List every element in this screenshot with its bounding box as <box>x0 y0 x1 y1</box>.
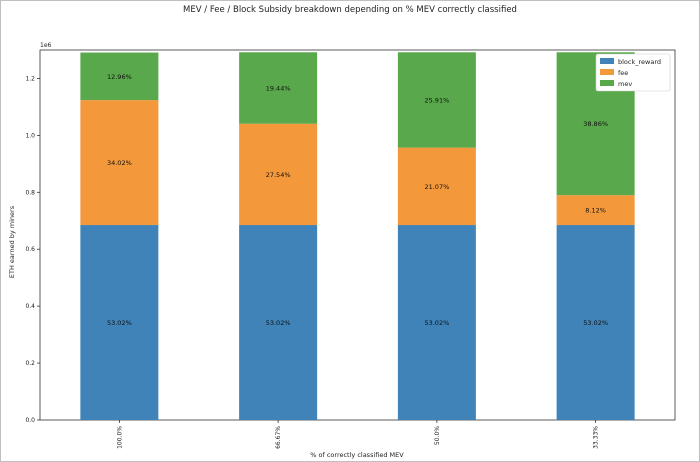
data-label-mev: 19.44% <box>266 84 291 92</box>
bar-segment-block_reward <box>556 225 635 420</box>
data-label-fee: 34.02% <box>107 159 132 167</box>
y-tick-label: 0.2 <box>25 360 35 367</box>
axes-box <box>39 49 676 421</box>
bar-segment-mev <box>80 52 159 101</box>
data-label-block_reward: 53.02% <box>266 319 291 327</box>
y-tick-label: 0.4 <box>25 303 35 310</box>
legend-swatch-fee <box>600 69 614 75</box>
y-scale-label: 1e6 <box>40 42 52 49</box>
data-label-mev: 12.96% <box>107 73 132 81</box>
legend-label-mev: mev <box>618 80 632 88</box>
data-label-mev: 25.91% <box>424 96 449 104</box>
y-tick-label: 0.8 <box>25 189 35 196</box>
data-label-block_reward: 53.02% <box>583 319 608 327</box>
chart-title: MEV / Fee / Block Subsidy breakdown depe… <box>183 5 517 15</box>
legend-label-fee: fee <box>618 69 628 77</box>
bar-segment-fee <box>397 147 476 226</box>
bar-segment-mev <box>239 52 318 124</box>
data-label-fee: 8.12% <box>585 207 606 215</box>
legend-label-block_reward: block_reward <box>618 58 661 66</box>
data-label-block_reward: 53.02% <box>107 319 132 327</box>
x-tick-label: 50.0% <box>434 426 441 445</box>
x-tick-label: 100.0% <box>116 426 123 449</box>
bar-segment-fee <box>239 123 318 226</box>
legend-swatch-mev <box>600 80 614 86</box>
data-label-block_reward: 53.02% <box>424 319 449 327</box>
bar-segment-block_reward <box>239 225 318 420</box>
bar-segment-block_reward <box>80 225 159 420</box>
data-label-mev: 38.86% <box>583 120 608 128</box>
x-tick-label: 66.67% <box>275 426 282 449</box>
legend-box <box>595 53 671 92</box>
bar-segment-fee <box>80 100 159 226</box>
bar-segment-fee <box>556 195 635 226</box>
x-tick-label: 33.33% <box>593 426 600 449</box>
y-tick-label: 1.2 <box>25 75 35 82</box>
legend-swatch-block_reward <box>600 58 614 64</box>
bar-segment-block_reward <box>397 225 476 420</box>
y-tick-label: 1.0 <box>25 132 35 139</box>
plot-area: 0.0 0.2 0.4 0.6 0.8 1.0 1.2 53.02% 34.02% 12.96% 1… <box>25 49 676 449</box>
y-tick-label: 0.6 <box>25 246 35 253</box>
data-label-fee: 27.54% <box>266 171 291 179</box>
y-axis-label: ETH earned by miners <box>8 205 16 278</box>
data-label-fee: 21.07% <box>424 183 449 191</box>
bar-segment-mev <box>397 52 476 148</box>
y-tick-label: 0.0 <box>25 417 35 424</box>
x-axis-label: % of correctly classified MEV <box>310 451 404 459</box>
